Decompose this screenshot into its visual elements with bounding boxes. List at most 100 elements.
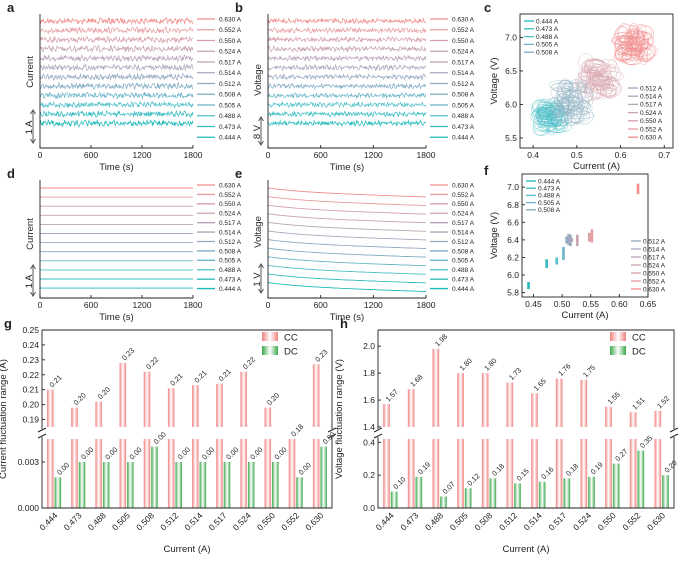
bar-value-label: 1.57 [384, 387, 400, 403]
x-tick-label: 0.630 [303, 510, 325, 532]
bar-cc [288, 439, 296, 508]
trajectory-loop [591, 82, 612, 100]
x-tick-label: 1200 [364, 300, 383, 310]
legend-label: 0.552 A [452, 27, 475, 34]
trajectory-loop [596, 70, 613, 87]
legend-label: 0.550 A [219, 38, 242, 45]
bar-value-label: 1.73 [507, 366, 523, 382]
scale-bar-arrow [30, 109, 36, 115]
bar-cc [264, 439, 272, 508]
series-line [267, 63, 427, 72]
x-tick-label: 0.517 [546, 510, 568, 532]
series-line [267, 17, 427, 25]
legend-label: 0.552 A [643, 278, 666, 285]
bar-value-label: 0.20 [265, 391, 281, 407]
axis-frame [521, 173, 649, 298]
bar-value-label: 0.00 [176, 445, 192, 461]
legend-label: 0.512 A [643, 238, 666, 245]
y-tick-label: 0.22 [22, 370, 39, 380]
bar-cc [605, 439, 612, 508]
bar-dc [612, 463, 620, 508]
legend-label: 0.512 A [640, 85, 663, 92]
x-axis-label: Current (A) [573, 161, 620, 172]
bar-dc [415, 476, 423, 508]
x-tick-label: 0.550 [255, 510, 277, 532]
series-line [267, 264, 427, 275]
series-line [267, 91, 427, 100]
x-tick-label: 0 [266, 300, 271, 310]
bar-cc [629, 412, 637, 427]
y-axis-label: Current [25, 56, 36, 88]
x-tick-label: 0.50 [554, 299, 571, 309]
y-tick-label: 0.24 [22, 340, 39, 350]
voltage-point [562, 246, 565, 261]
trajectory-loop [607, 63, 617, 72]
legend-swatch [262, 332, 278, 341]
bar-cc [240, 439, 247, 508]
trajectory-loop [639, 45, 648, 66]
bar-cc [383, 439, 390, 508]
x-tick-label: 0.512 [497, 510, 519, 532]
bar-cc [531, 393, 538, 427]
bar-value-label: 0.19 [416, 460, 432, 476]
axis-break-mark [669, 427, 679, 439]
bar-dc [662, 475, 669, 508]
y-tick-label: 0.21 [22, 385, 39, 395]
x-tick-label: 0.508 [134, 510, 156, 532]
trajectory-loop [630, 44, 645, 60]
x-tick-label: 0.517 [207, 510, 229, 532]
legend-label: 0.524 A [640, 110, 663, 117]
legend-label: 0.488 A [536, 34, 559, 41]
legend-label: 0.630 A [452, 16, 475, 23]
bar-cc [71, 407, 78, 427]
bar-cc [654, 410, 662, 427]
bar-dc [247, 462, 255, 508]
bar-cc [264, 407, 272, 427]
bar-dc [199, 462, 207, 508]
x-tick-label: 0.488 [86, 510, 108, 532]
x-tick-label: 0.65 [640, 299, 657, 309]
bar-value-label: 1.76 [556, 362, 572, 378]
legend-label: 0.508 A [219, 92, 242, 99]
trajectory-loop [615, 47, 634, 60]
x-tick-label: 0.512 [158, 510, 180, 532]
series-line [267, 256, 427, 267]
x-tick-label: 0.444 [374, 510, 396, 532]
legend-swatch [610, 346, 626, 355]
legend-label: 0.444 A [536, 18, 559, 25]
bar-cc [312, 364, 320, 427]
bar-cc [47, 439, 54, 508]
legend-label: 0.514 A [219, 229, 242, 236]
bar-value-label: 0.21 [217, 367, 233, 383]
x-tick-label: 0.45 [525, 299, 542, 309]
trajectory-loop [550, 86, 571, 100]
x-tick-label: 0.514 [522, 510, 544, 532]
legend-label: 0.514 A [640, 94, 663, 101]
legend-label: 0.517 A [452, 220, 475, 227]
panel-e: e 0.630 A 0.552 A 0.550 A 0.524 A 0.517 A 0.51… [235, 166, 475, 323]
series-line [267, 45, 427, 54]
bar-value-label: 0.07 [441, 480, 457, 496]
y-tick-label: 6.6 [507, 217, 519, 227]
series-line [267, 119, 427, 128]
y-tick-label: 0.2 [363, 470, 375, 480]
series-line [267, 196, 427, 206]
bar-value-label: 0.12 [465, 471, 481, 487]
bar-cc [167, 388, 175, 427]
panel-g: g 0.21 0.00 0.444 0.20 0.00 0.473 0.20 0.00 0.488… [0, 316, 337, 555]
scale-bar-label: 1 A [24, 120, 35, 134]
y-tick-label: 1.8 [363, 368, 375, 378]
bar-value-label: 0.00 [127, 445, 143, 461]
bar-cc [432, 348, 440, 427]
legend-label: 0.508 A [452, 248, 475, 255]
x-axis-label: Time (s) [330, 162, 364, 173]
series-line [267, 26, 427, 35]
scale-bar-arrow [30, 291, 36, 297]
legend-label: 0.517 A [219, 59, 242, 66]
bar-value-label: 0.16 [539, 465, 555, 481]
trajectory-loop [536, 104, 557, 118]
trajectory-loop [550, 82, 575, 92]
voltage-point [576, 234, 579, 247]
series-line [39, 63, 194, 72]
bar-cc [654, 439, 662, 508]
